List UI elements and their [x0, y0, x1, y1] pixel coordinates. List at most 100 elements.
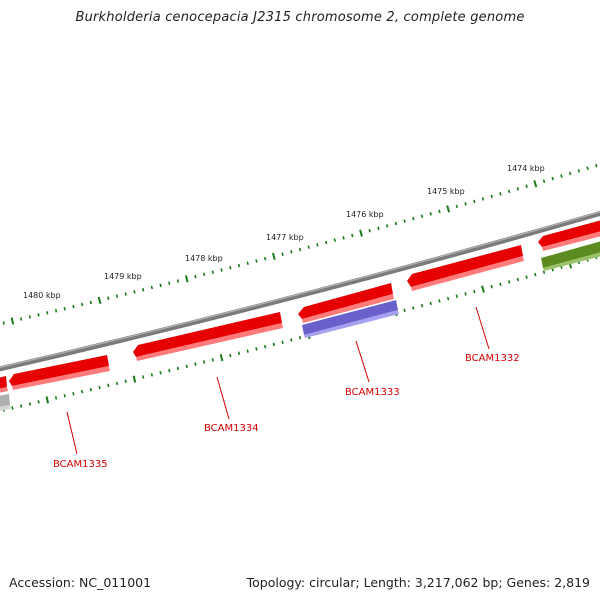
- outer-minor-tick: [403, 219, 406, 223]
- outer-minor-tick: [281, 252, 284, 256]
- outer-minor-tick: [595, 163, 598, 168]
- outer-minor-tick: [412, 216, 415, 221]
- inner-minor-tick: [80, 389, 84, 394]
- inner-minor-tick: [141, 375, 145, 379]
- outer-minor-tick: [46, 311, 49, 315]
- outer-minor-tick: [159, 283, 162, 288]
- outer-minor-tick: [220, 268, 223, 272]
- forward-genes: [0, 220, 600, 393]
- gene-label-bcam1333[interactable]: BCAM1333: [345, 387, 400, 398]
- outer-minor-tick: [560, 174, 563, 178]
- inner-minor-tick: [37, 400, 40, 404]
- inner-minor-tick: [72, 391, 75, 396]
- outer-minor-tick: [202, 272, 206, 277]
- inner-minor-tick: [255, 347, 258, 351]
- gene-label-bcam1335[interactable]: BCAM1335: [53, 459, 108, 470]
- outer-minor-tick: [2, 321, 5, 325]
- inner-minor-tick: [168, 368, 171, 373]
- outer-minor-tick: [72, 304, 75, 309]
- inner-minor-tick: [89, 387, 93, 392]
- outer-minor-tick: [551, 176, 554, 181]
- outer-tick-ring: [2, 163, 598, 325]
- genome-summary-text: Topology: circular; Length: 3,217,062 bp…: [246, 575, 590, 590]
- tick-label-1478: 1478 kbp: [185, 254, 223, 263]
- inner-minor-tick: [412, 306, 415, 310]
- inner-minor-tick: [499, 282, 502, 287]
- outer-major-tick: [184, 275, 189, 283]
- label-connectors: [66, 306, 490, 455]
- other-genes: [0, 241, 600, 411]
- inner-major-tick: [219, 354, 224, 362]
- gene-label-bcam1332[interactable]: BCAM1332: [465, 353, 520, 364]
- inner-minor-tick: [28, 402, 31, 406]
- outer-minor-tick: [516, 187, 520, 191]
- outer-minor-tick: [568, 171, 572, 176]
- outer-minor-tick: [481, 197, 485, 201]
- outer-minor-tick: [473, 199, 476, 204]
- connector-bcam1332: [475, 306, 490, 350]
- inner-minor-tick: [202, 360, 206, 364]
- gene-arrow-green[interactable]: [541, 241, 600, 271]
- inner-tick-ring: [2, 255, 598, 412]
- tick-label-1479: 1479 kbp: [104, 272, 142, 281]
- outer-minor-tick: [237, 263, 241, 268]
- chromosome-backbone-highlight: [0, 211, 600, 369]
- gene-arrow-grey[interactable]: [0, 394, 11, 411]
- inner-minor-tick: [159, 371, 162, 375]
- inner-minor-tick: [20, 404, 23, 408]
- inner-minor-tick: [107, 383, 110, 388]
- outer-minor-tick: [377, 226, 380, 231]
- outer-minor-tick: [89, 300, 93, 305]
- inner-minor-tick: [534, 272, 537, 277]
- outer-major-tick: [272, 252, 276, 261]
- tick-label-1480: 1480 kbp: [23, 291, 61, 300]
- inner-major-tick: [481, 285, 485, 293]
- inner-minor-tick: [11, 406, 14, 410]
- gene-arrow-bcam1334[interactable]: [133, 312, 283, 361]
- gene-arrow-bcam1335[interactable]: [9, 355, 110, 390]
- outer-minor-tick: [490, 194, 493, 199]
- outer-minor-tick: [141, 287, 145, 292]
- gene-label-bcam1334[interactable]: BCAM1334: [204, 423, 259, 434]
- outer-minor-tick: [20, 317, 23, 321]
- outer-minor-tick: [37, 313, 40, 317]
- outer-minor-tick: [455, 204, 459, 209]
- inner-major-tick: [45, 396, 50, 404]
- inner-minor-tick: [185, 364, 188, 369]
- gene-labels: BCAM1332 BCAM1333 BCAM1334 BCAM1335: [53, 353, 520, 470]
- outer-major-tick: [359, 229, 363, 237]
- outer-major-tick: [533, 180, 538, 188]
- inner-minor-tick: [176, 366, 180, 371]
- outer-minor-tick: [586, 166, 589, 171]
- inner-minor-tick: [211, 358, 215, 362]
- tick-label-1477: 1477 kbp: [266, 233, 304, 242]
- inner-minor-tick: [490, 284, 493, 289]
- inner-minor-tick: [455, 294, 459, 299]
- gene-arrow-bcam1333-forward[interactable]: [298, 283, 394, 323]
- gene-arrow-edge-right[interactable]: [538, 220, 600, 251]
- outer-major-tick: [10, 317, 15, 325]
- outer-minor-tick: [168, 281, 171, 285]
- outer-minor-tick: [107, 296, 110, 300]
- outer-minor-tick: [211, 270, 215, 274]
- outer-minor-tick: [54, 309, 58, 313]
- outer-minor-tick: [525, 184, 528, 189]
- inner-minor-tick: [194, 362, 197, 366]
- outer-major-tick: [97, 296, 102, 304]
- outer-minor-tick: [63, 306, 66, 311]
- gene-arrow-edge-left[interactable]: [0, 376, 8, 393]
- inner-minor-tick: [115, 381, 119, 386]
- inner-minor-tick: [237, 351, 241, 356]
- tick-label-1475: 1475 kbp: [427, 187, 465, 196]
- outer-minor-tick: [351, 233, 354, 238]
- gene-arrow-bcam1332[interactable]: [407, 245, 524, 291]
- inner-minor-tick: [438, 299, 441, 303]
- outer-minor-tick: [507, 189, 511, 194]
- inner-minor-tick: [63, 394, 66, 398]
- accession-text: Accession: NC_011001: [9, 575, 152, 590]
- inner-minor-tick: [281, 340, 284, 344]
- outer-minor-tick: [307, 245, 310, 249]
- gene-arrow-bcam1333[interactable]: [302, 300, 399, 338]
- outer-minor-tick: [150, 285, 154, 290]
